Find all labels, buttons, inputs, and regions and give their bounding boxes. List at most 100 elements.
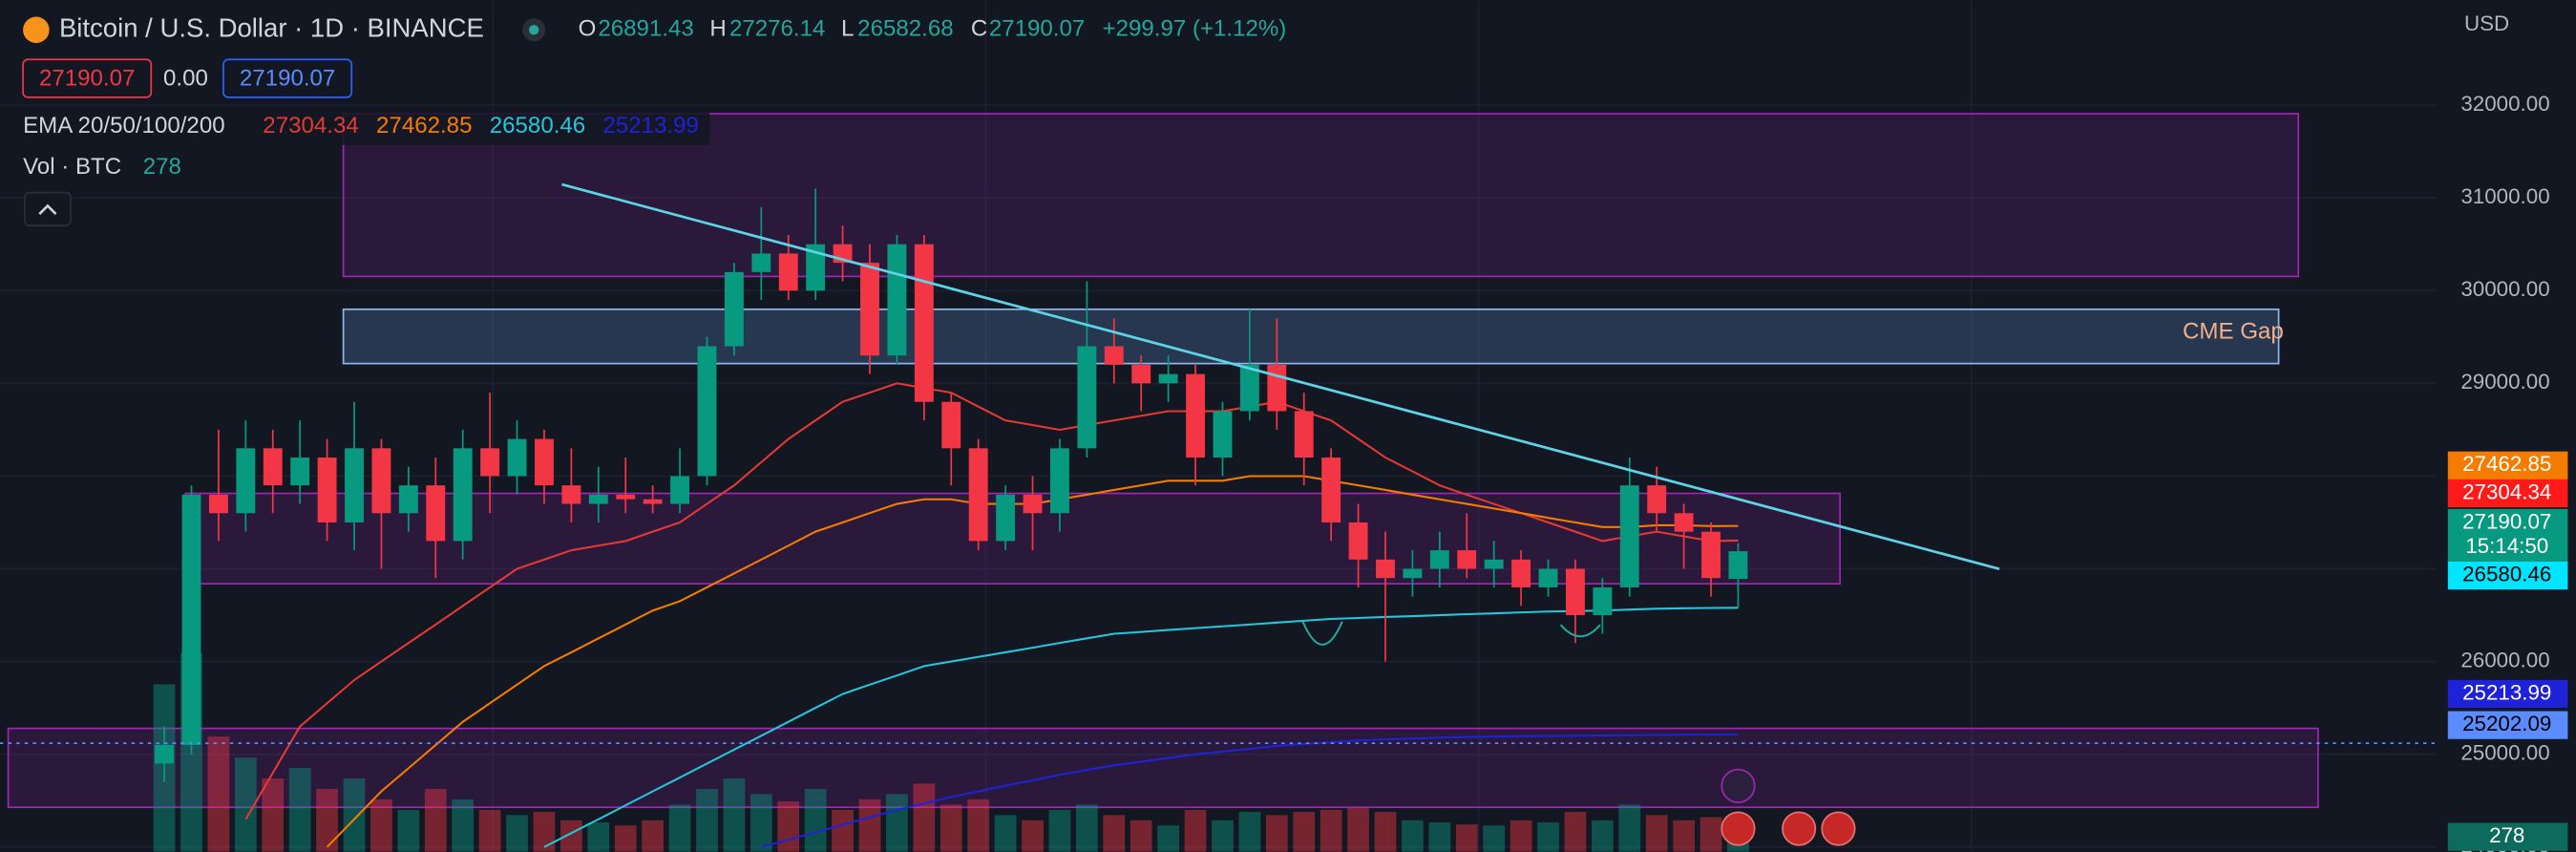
sell-price[interactable]: 27190.07 <box>39 65 135 91</box>
ema-value: 25213.99 <box>602 113 698 138</box>
volume-bar <box>1320 809 1342 852</box>
candle-body <box>941 401 961 449</box>
volume-bar <box>587 821 610 852</box>
event-icon[interactable] <box>1782 811 1817 846</box>
volume-value: 278 <box>143 154 181 180</box>
ohlc-open: 26891.43 <box>598 16 693 42</box>
candle-body <box>1674 513 1694 532</box>
ohlc-l-label: L <box>841 16 854 42</box>
candle-body <box>1701 531 1721 579</box>
volume-bar <box>560 820 582 852</box>
price-tag-bg <box>2447 479 2568 508</box>
price-tag-bg <box>2447 711 2568 739</box>
y-tick-label: 26000.00 <box>2460 649 2549 672</box>
volume-bar <box>642 820 665 852</box>
y-tick-label: 29000.00 <box>2460 370 2549 394</box>
ema-value: 26580.46 <box>490 113 585 138</box>
candle-body <box>155 744 175 764</box>
volume-bar <box>533 812 556 852</box>
candle-body <box>724 271 744 347</box>
candle-body <box>1131 364 1151 384</box>
price-tags: 27462.85 27304.34 27190.07 26580.46 25213.99… <box>2447 451 2568 851</box>
ohlc-change: +299.97 (+1.12%) <box>1103 16 1287 42</box>
volume-bar <box>1591 820 1614 852</box>
candle-body <box>1104 346 1124 365</box>
candle-body <box>1239 364 1259 412</box>
candle-body <box>1376 559 1395 579</box>
collapse-button[interactable] <box>23 191 72 226</box>
candle-body <box>860 263 879 356</box>
volume-bar <box>1293 812 1316 852</box>
volume-bar <box>424 788 447 852</box>
candle-body <box>887 244 907 356</box>
ema-line <box>543 607 1739 848</box>
candle-body <box>1348 522 1368 560</box>
legend: Bitcoin / U.S. Dollar · 1D · BINANCE O 2… <box>16 13 1287 226</box>
volume-bar <box>207 736 230 852</box>
volume-bar <box>1700 817 1722 852</box>
volume-bar <box>858 799 881 852</box>
spread: 0.00 <box>163 65 208 91</box>
volume-bar <box>1265 815 1288 852</box>
volume-bar <box>234 757 257 852</box>
ema-line <box>761 733 1739 848</box>
y-tick-label: 31000.00 <box>2460 184 2549 208</box>
volume-bar <box>1103 815 1126 852</box>
candle-body <box>1619 485 1639 587</box>
ema-value: 27304.34 <box>263 113 358 138</box>
ohlc-o-label: O <box>579 16 597 42</box>
event-icon[interactable] <box>1821 811 1856 846</box>
trend-line <box>561 182 2000 571</box>
volume-bar <box>696 788 718 852</box>
ohlc-h-label: H <box>709 16 726 42</box>
candle-body <box>1049 448 1069 514</box>
ema-label[interactable]: EMA 20/50/100/200 <box>23 113 225 138</box>
price-tag: 27304.34 <box>2462 479 2551 503</box>
price-tag-bg <box>2447 822 2568 851</box>
volume-bar <box>1645 815 1668 852</box>
event-icon[interactable] <box>1721 811 1756 846</box>
candles <box>155 188 1748 782</box>
candle-body <box>1429 550 1449 569</box>
volume-bar <box>777 801 800 852</box>
symbol-title[interactable]: Bitcoin / U.S. Dollar · 1D · BINANCE <box>59 13 484 43</box>
price-tag: 26580.46 <box>2462 562 2551 586</box>
event-icon[interactable] <box>1721 768 1756 803</box>
candle-body <box>1158 373 1178 384</box>
volume-bar <box>478 809 501 852</box>
candle-body <box>1077 346 1097 449</box>
volume-bar <box>994 815 1017 852</box>
candle-body <box>1457 550 1477 569</box>
volume-bar <box>1402 820 1424 852</box>
candle-body <box>1294 411 1314 458</box>
buy-price[interactable]: 27190.07 <box>240 65 335 91</box>
candle-body <box>561 485 581 504</box>
volume-bar <box>1673 820 1695 852</box>
volume-bar <box>1483 825 1506 852</box>
buy-box[interactable] <box>222 58 353 98</box>
volume-bar <box>506 815 528 852</box>
volume-bar <box>1184 809 1207 852</box>
candle-body <box>1728 551 1748 580</box>
candle-body <box>263 448 283 486</box>
currency[interactable]: USD <box>2464 11 2509 35</box>
candle-body <box>914 244 934 402</box>
volume-bar <box>750 794 772 852</box>
candle-body <box>778 253 798 291</box>
drawing <box>1301 621 1343 646</box>
price-tag-bg <box>2447 561 2568 590</box>
volume-bar <box>1212 820 1234 852</box>
candle-body <box>507 438 527 477</box>
drawing <box>1559 624 1601 638</box>
volume-bar <box>1510 820 1532 852</box>
volume-bar <box>1238 812 1261 852</box>
price-tag: 27462.85 <box>2462 452 2551 476</box>
candle-body <box>1403 568 1423 579</box>
sell-box[interactable] <box>22 58 153 98</box>
ema-value: 27462.85 <box>376 113 472 138</box>
y-tick-label: 25000.00 <box>2460 741 2549 765</box>
price-tag: 278 <box>2489 823 2524 847</box>
volume-label[interactable]: Vol · BTC <box>23 154 121 180</box>
candle-body <box>236 448 256 514</box>
